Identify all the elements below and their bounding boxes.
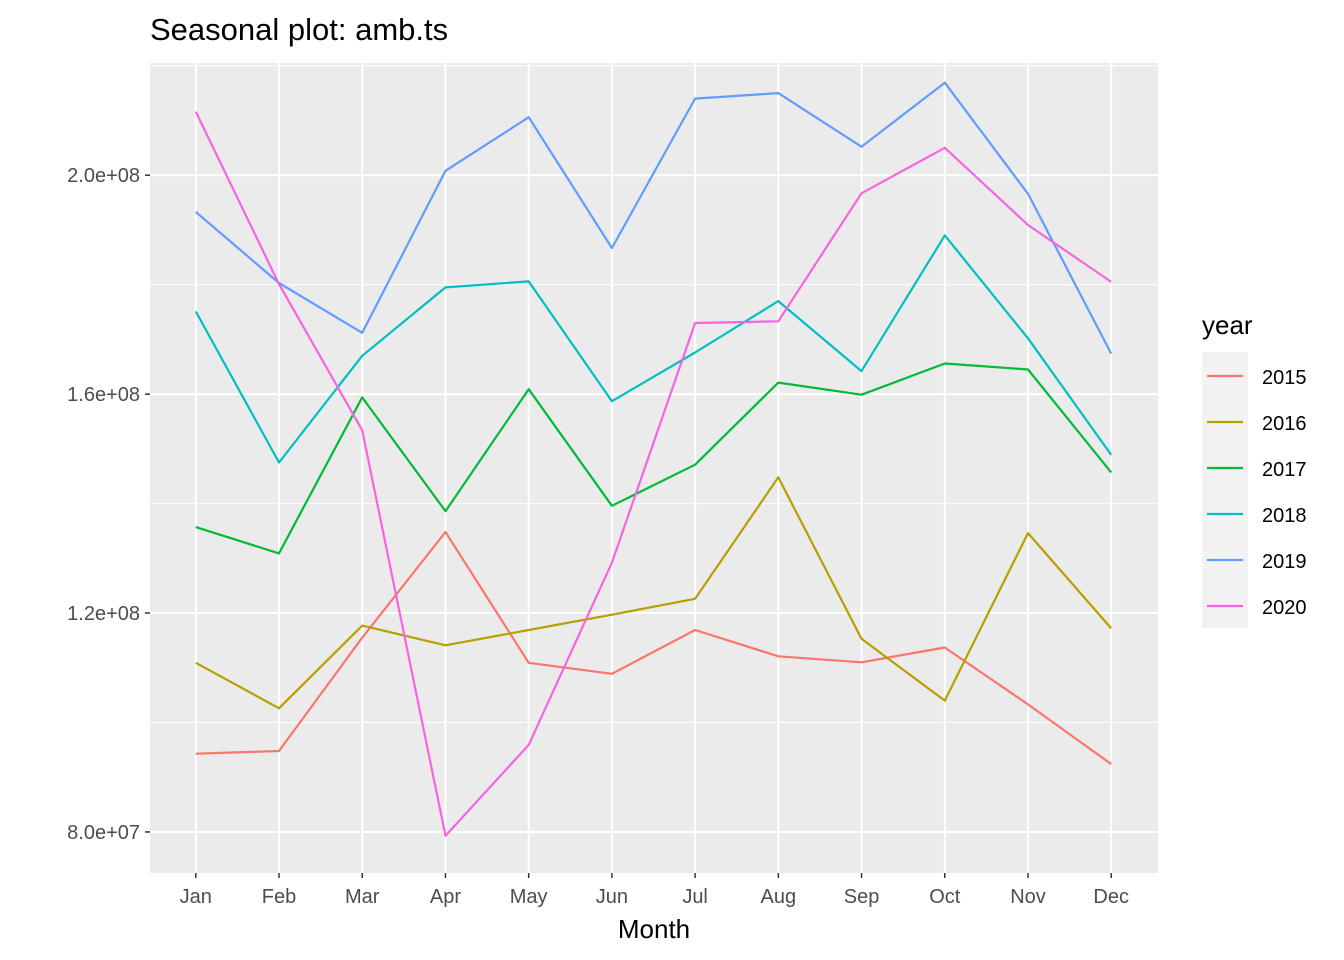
legend-title: year bbox=[1202, 310, 1253, 340]
legend-label-2019: 2019 bbox=[1262, 551, 1307, 573]
legend-label-2017: 2017 bbox=[1262, 459, 1307, 481]
x-tick-label: Nov bbox=[1010, 886, 1046, 908]
legend-label-2015: 2015 bbox=[1262, 367, 1307, 389]
y-tick-label: 1.2e+08 bbox=[67, 603, 140, 625]
x-tick-label: Mar bbox=[345, 886, 380, 908]
legend-key-background bbox=[1202, 352, 1248, 628]
major-gridlines bbox=[150, 63, 1158, 873]
x-tick-label: Aug bbox=[761, 886, 797, 908]
legend-label-2016: 2016 bbox=[1262, 413, 1307, 435]
series-lines bbox=[194, 81, 1113, 837]
x-tick-label: Feb bbox=[262, 886, 296, 908]
series-line-2019 bbox=[195, 81, 1113, 355]
x-tick-label: Apr bbox=[430, 886, 461, 908]
legend-label-2018: 2018 bbox=[1262, 505, 1307, 527]
x-tick-label: Oct bbox=[929, 886, 961, 908]
y-tick-label: 8.0e+07 bbox=[67, 822, 140, 844]
x-tick-label: Jan bbox=[180, 886, 212, 908]
legend-label-2020: 2020 bbox=[1262, 597, 1307, 619]
y-tick-label: 2.0e+08 bbox=[67, 165, 140, 187]
x-tick-label: Jun bbox=[596, 886, 628, 908]
x-axis: Jan Feb Mar Apr May Jun Jul Aug Sep Oct Nov Dec bbox=[180, 873, 1129, 908]
series-line-2020 bbox=[194, 111, 1112, 837]
chart-title: Seasonal plot: amb.ts bbox=[150, 12, 448, 47]
x-tick-label: May bbox=[510, 886, 548, 908]
legend: year 2015 2016 2017 2018 2019 2020 bbox=[1202, 310, 1307, 628]
minor-gridlines bbox=[150, 65, 1158, 723]
y-axis: 8.0e+07 1.2e+08 1.6e+08 2.0e+08 bbox=[67, 165, 150, 844]
x-tick-label: Jul bbox=[682, 886, 708, 908]
x-axis-title: Month bbox=[618, 914, 690, 944]
series-line-2018 bbox=[194, 234, 1113, 464]
plot-panel bbox=[150, 63, 1158, 873]
x-tick-label: Dec bbox=[1093, 886, 1129, 908]
x-tick-label: Sep bbox=[844, 886, 880, 908]
series-line-2017 bbox=[195, 362, 1113, 555]
series-line-2015 bbox=[195, 530, 1112, 765]
series-line-2016 bbox=[195, 476, 1113, 710]
y-tick-label: 1.6e+08 bbox=[67, 384, 140, 406]
